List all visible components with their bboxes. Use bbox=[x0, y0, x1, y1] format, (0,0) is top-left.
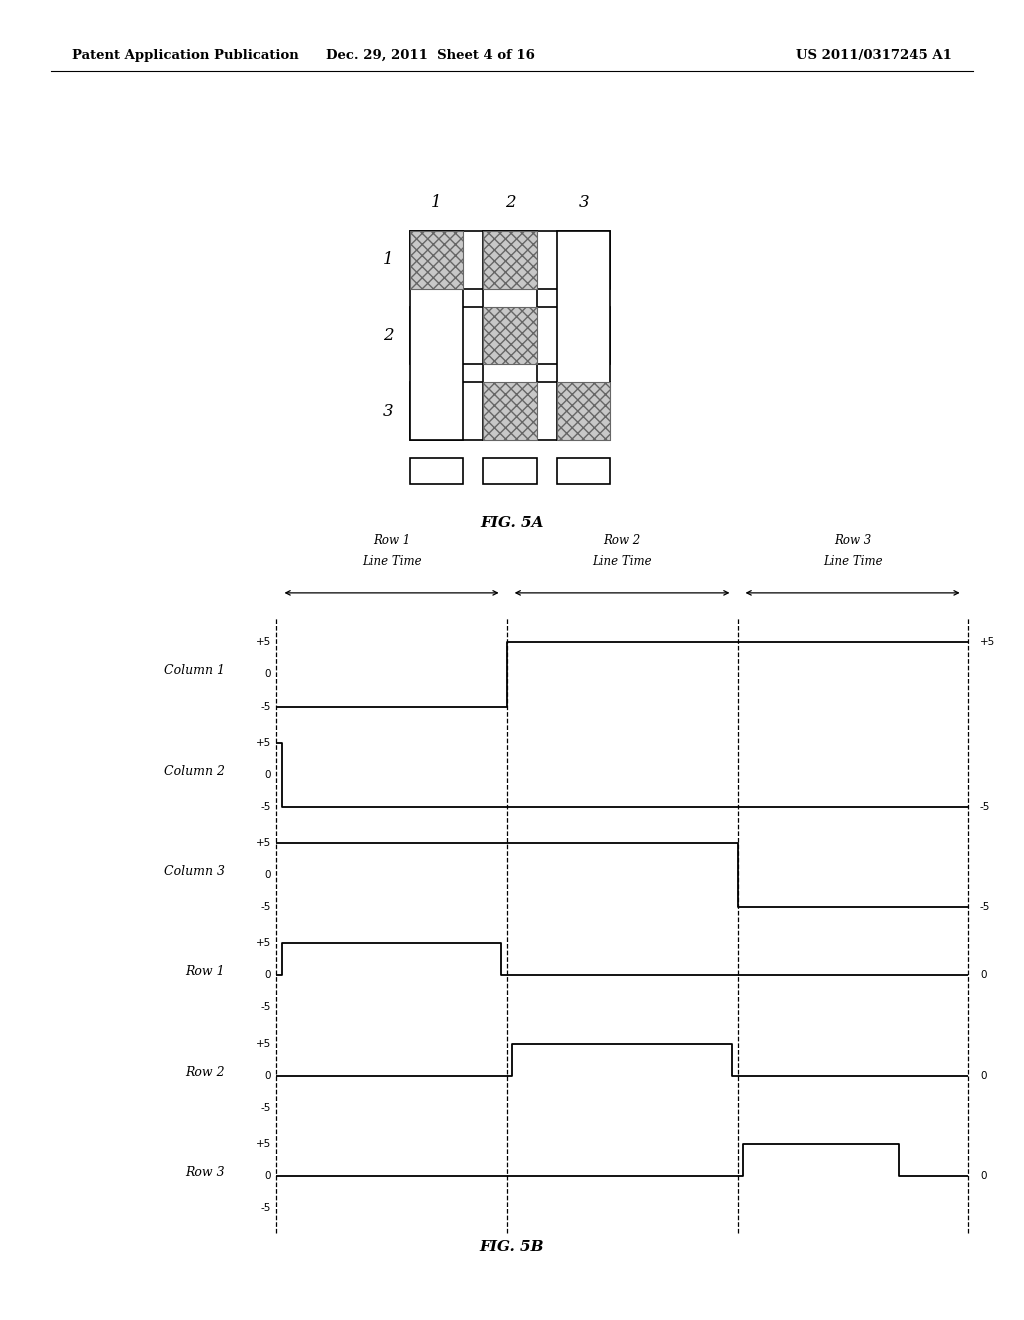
Bar bbox=[483, 231, 537, 440]
Text: 0: 0 bbox=[980, 970, 986, 981]
Text: +5: +5 bbox=[256, 838, 271, 847]
Bar bbox=[410, 231, 463, 289]
Text: 0: 0 bbox=[980, 1071, 986, 1081]
Text: 0: 0 bbox=[265, 669, 271, 680]
Bar bbox=[557, 231, 610, 440]
Text: Row 2: Row 2 bbox=[185, 1065, 225, 1078]
Text: -5: -5 bbox=[261, 1002, 271, 1012]
Text: +5: +5 bbox=[256, 638, 271, 647]
Bar bbox=[410, 231, 463, 440]
Text: Row 1: Row 1 bbox=[373, 535, 411, 548]
Text: 3: 3 bbox=[579, 194, 589, 211]
Text: Row 1: Row 1 bbox=[185, 965, 225, 978]
Bar bbox=[483, 383, 537, 440]
Text: 0: 0 bbox=[265, 1071, 271, 1081]
Text: 0: 0 bbox=[980, 1171, 986, 1181]
Text: Line Time: Line Time bbox=[361, 556, 422, 569]
Text: Dec. 29, 2011  Sheet 4 of 16: Dec. 29, 2011 Sheet 4 of 16 bbox=[326, 49, 535, 62]
Text: -5: -5 bbox=[980, 902, 990, 912]
Text: +5: +5 bbox=[256, 1139, 271, 1148]
Text: Row 3: Row 3 bbox=[834, 535, 871, 548]
Text: -5: -5 bbox=[261, 1203, 271, 1213]
Text: 0: 0 bbox=[265, 870, 271, 880]
Bar bbox=[410, 306, 610, 364]
Text: 2: 2 bbox=[505, 194, 515, 211]
Bar bbox=[557, 458, 610, 483]
Text: 3: 3 bbox=[383, 403, 393, 420]
Text: FIG. 5A: FIG. 5A bbox=[480, 516, 544, 531]
Text: -5: -5 bbox=[261, 702, 271, 711]
Bar bbox=[483, 458, 537, 483]
Text: -5: -5 bbox=[980, 801, 990, 812]
Text: 0: 0 bbox=[265, 770, 271, 780]
Text: 0: 0 bbox=[265, 970, 271, 981]
Text: Column 3: Column 3 bbox=[164, 865, 225, 878]
Text: Row 3: Row 3 bbox=[185, 1166, 225, 1179]
Text: FIG. 5B: FIG. 5B bbox=[480, 1239, 544, 1254]
Text: Row 2: Row 2 bbox=[603, 535, 641, 548]
Text: Patent Application Publication: Patent Application Publication bbox=[72, 49, 298, 62]
Text: -5: -5 bbox=[261, 902, 271, 912]
Text: 0: 0 bbox=[265, 1171, 271, 1181]
Bar bbox=[483, 231, 537, 289]
Text: +5: +5 bbox=[980, 638, 995, 647]
Text: Column 2: Column 2 bbox=[164, 764, 225, 777]
Text: 2: 2 bbox=[383, 327, 393, 345]
Bar bbox=[483, 306, 537, 364]
Text: +5: +5 bbox=[256, 1039, 271, 1048]
Bar bbox=[557, 383, 610, 440]
Bar bbox=[410, 458, 463, 483]
Text: Line Time: Line Time bbox=[592, 556, 652, 569]
Text: Column 1: Column 1 bbox=[164, 664, 225, 677]
Text: 1: 1 bbox=[431, 194, 441, 211]
Bar bbox=[410, 383, 610, 440]
Text: US 2011/0317245 A1: US 2011/0317245 A1 bbox=[797, 49, 952, 62]
Bar bbox=[410, 231, 610, 289]
Text: +5: +5 bbox=[256, 939, 271, 948]
Text: 1: 1 bbox=[383, 251, 393, 268]
Text: -5: -5 bbox=[261, 1102, 271, 1113]
Text: +5: +5 bbox=[256, 738, 271, 747]
Text: -5: -5 bbox=[261, 801, 271, 812]
Text: Line Time: Line Time bbox=[822, 556, 883, 569]
